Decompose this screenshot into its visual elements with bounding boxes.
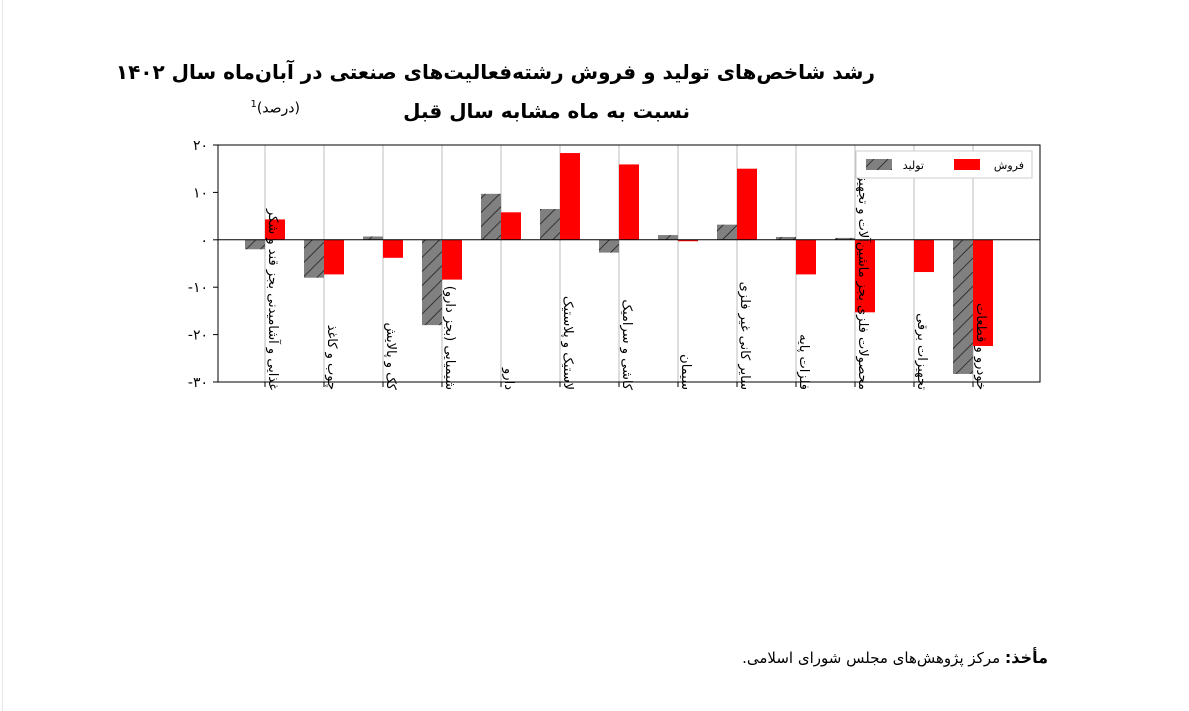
bar-production-1 [304,239,324,278]
source-note: مأخذ: مرکز پژوهش‌های مجلس شورای اسلامی. [600,648,1048,667]
bar-production-6 [599,239,619,253]
y-unit-label: (درصد)1 [205,99,300,117]
category-label-0: غذایی و آشامیدنی بجز قند و شکر [265,208,282,390]
category-label-10: محصولات فلزی بجز ماشین‌آلات و تجهیزات [855,159,872,390]
bar-sales-2 [383,239,403,258]
bars-layer [245,153,993,374]
category-label-8: سایر کانی غیر فلزی [737,282,752,390]
legend-swatch-production [866,159,892,170]
y-tick-label-3: -۱۰ [188,280,208,296]
chart-title: رشد شاخص‌های تولید و فروش رشته‌فعالیت‌ها… [115,60,875,84]
unit-footnote: 1 [250,99,257,110]
bar-production-12 [953,239,973,374]
category-label-11: تجهیزات برقی [914,313,929,390]
bar-production-4 [481,193,501,240]
category-label-4: دارو [501,367,516,390]
unit-text: (درصد) [256,100,300,117]
bar-production-9 [776,236,796,240]
legend: تولید فروش [855,150,1033,179]
bar-production-3 [422,239,442,326]
page-left-rule [2,0,3,711]
category-label-9: فلزات پایه [796,334,811,390]
bar-production-5 [540,208,560,240]
legend-label-production: تولید [903,159,924,172]
axes-layer: ۲۰ ۱۰ ۰ -۱۰ -۲۰ -۳۰ غذایی و آشامیدنی بجز قند و… [188,138,1041,391]
category-label-7: سیمان [678,354,693,390]
bar-sales-4 [501,212,521,240]
bar-sales-0 [265,219,285,240]
bar-sales-1 [324,239,344,275]
plot-frame [217,144,1041,383]
bar-sales-8 [737,168,757,240]
category-label-3: شیمیایی (بجز دارو) [442,286,457,390]
category-label-5: لاستیک و پلاستیک [560,296,575,390]
bar-production-8 [717,224,737,240]
bar-production-10 [835,237,855,240]
source-text: مرکز پژوهش‌های مجلس شورای اسلامی. [742,649,1005,667]
bar-production-0 [245,239,265,250]
category-label-6: کاشی و سرامیک [619,299,634,390]
y-tick-label-4: -۲۰ [188,328,208,344]
bar-production-7 [658,235,678,240]
category-label-2: کک و پالایش [383,322,398,390]
source-label: مأخذ: [1004,648,1048,667]
y-tick-label-0: ۲۰ [193,138,208,154]
bar-sales-11 [914,239,934,273]
category-label-12: خودرو و قطعات [973,303,988,390]
category-label-1: چوب و کاغذ [324,325,339,390]
legend-swatch-sales [954,159,980,170]
bar-production-2 [363,236,383,240]
y-tick-label-2: ۰ [200,233,208,249]
chart-subtitle: نسبت به ماه مشابه سال قبل [403,99,690,123]
bar-sales-5 [560,153,580,240]
bar-sales-6 [619,164,639,240]
legend-label-sales: فروش [994,159,1024,172]
bar-sales-10 [855,239,875,313]
bar-sales-9 [796,239,816,275]
bar-sales-3 [442,239,462,280]
y-tick-label-1: ۱۰ [193,185,208,201]
bar-sales-12 [973,239,993,346]
bar-sales-7 [678,239,698,242]
y-tick-label-5: -۳۰ [188,375,208,391]
